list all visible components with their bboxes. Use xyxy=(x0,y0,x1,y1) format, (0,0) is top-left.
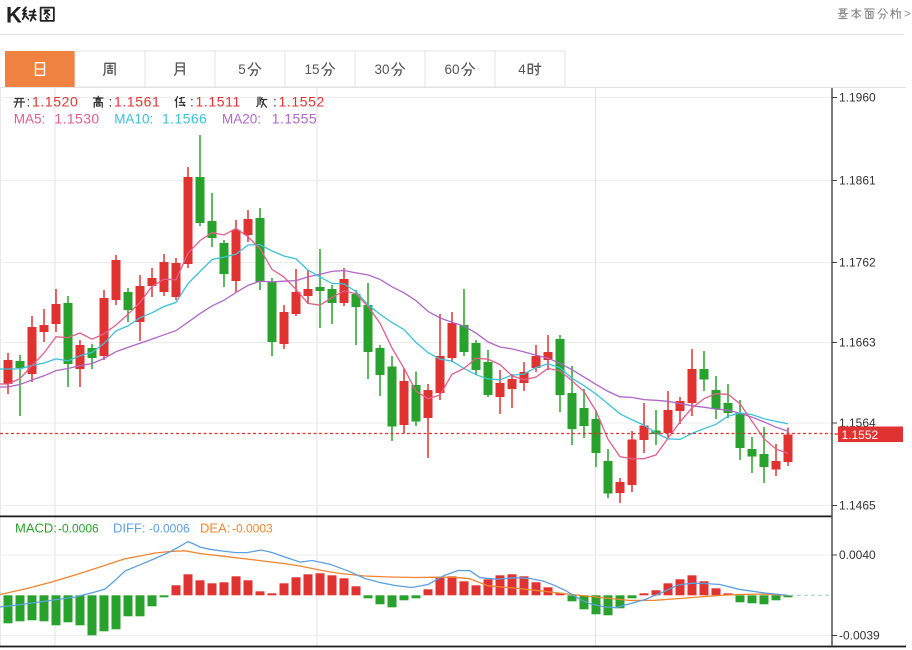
svg-text:1.1511: 1.1511 xyxy=(196,94,241,110)
svg-text:1.1530: 1.1530 xyxy=(54,110,99,126)
svg-text:1.1552: 1.1552 xyxy=(279,94,325,110)
svg-text:1.1520: 1.1520 xyxy=(32,94,78,110)
svg-text::: : xyxy=(109,95,113,110)
svg-text::: : xyxy=(190,95,194,110)
svg-text::: : xyxy=(273,95,277,110)
svg-text:-0.0006: -0.0006 xyxy=(149,522,190,536)
svg-text:MA5:: MA5: xyxy=(14,111,46,126)
svg-text:1.1960: 1.1960 xyxy=(839,91,876,105)
svg-text:1.1561: 1.1561 xyxy=(114,94,160,110)
svg-text:1.1663: 1.1663 xyxy=(839,336,876,350)
svg-text:5: 5 xyxy=(238,62,246,77)
svg-text:1.1465: 1.1465 xyxy=(839,499,876,513)
svg-text:K: K xyxy=(6,3,22,28)
svg-text:1.1566: 1.1566 xyxy=(162,110,207,126)
svg-text::: : xyxy=(27,95,31,110)
svg-text:-0.0003: -0.0003 xyxy=(232,522,273,536)
svg-text:-0.0006: -0.0006 xyxy=(58,522,99,536)
svg-text:1.1762: 1.1762 xyxy=(839,256,876,270)
svg-text:1.1552: 1.1552 xyxy=(842,428,879,442)
svg-text:MACD:: MACD: xyxy=(15,521,57,536)
svg-text:DIFF:: DIFF: xyxy=(113,521,146,536)
svg-text:0.0040: 0.0040 xyxy=(839,548,876,562)
svg-text:>: > xyxy=(904,7,911,21)
svg-text:1.1861: 1.1861 xyxy=(839,174,876,188)
svg-text:DEA:: DEA: xyxy=(200,521,230,536)
svg-text:MA20:: MA20: xyxy=(222,111,261,126)
svg-text:-0.0039: -0.0039 xyxy=(839,629,880,643)
svg-text:30: 30 xyxy=(375,62,390,77)
svg-text:15: 15 xyxy=(305,62,320,77)
svg-text:60: 60 xyxy=(445,62,460,77)
svg-text:4: 4 xyxy=(518,62,526,77)
svg-text:MA10:: MA10: xyxy=(114,111,153,126)
svg-text:1.1555: 1.1555 xyxy=(272,110,317,126)
